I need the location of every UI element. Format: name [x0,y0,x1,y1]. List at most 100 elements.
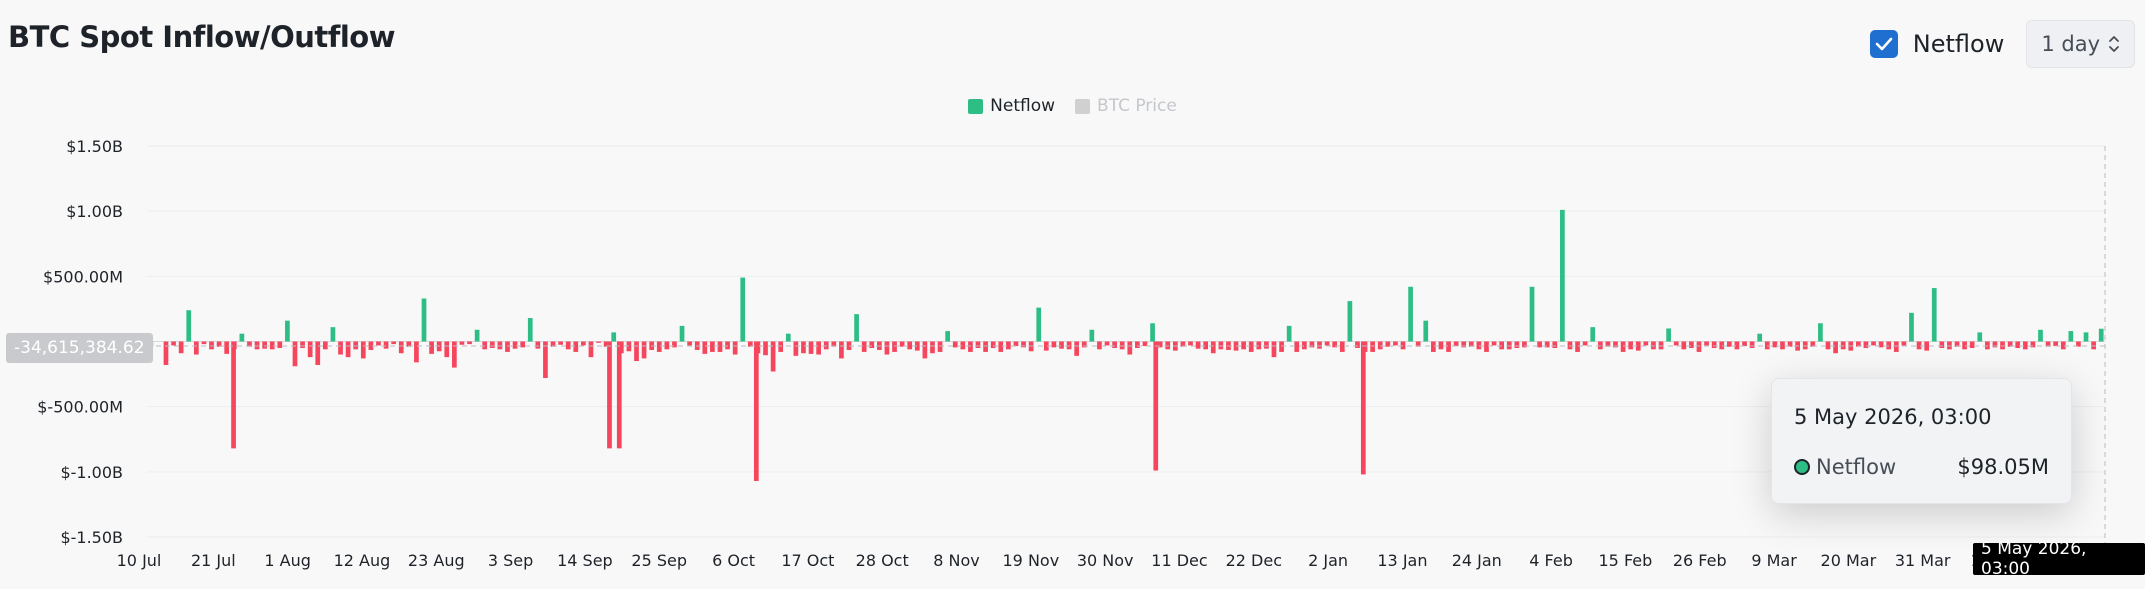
bar-positive [1150,323,1155,342]
bar-negative [1279,341,1284,352]
bar-negative [201,341,207,345]
tooltip-value: $98.05M [1957,455,2049,479]
bar-negative [1840,341,1846,350]
y-tick-label: $-500.00M [37,398,123,417]
bar-negative [1780,341,1785,350]
bar-negative [398,341,404,354]
bar-negative [2000,341,2005,350]
bar-negative [1719,341,1725,350]
bar-negative [1476,341,1482,350]
bar-negative [1643,341,1649,346]
bar-negative [1188,341,1193,346]
x-tick-label: 22 Dec [1226,551,1282,570]
bar-negative [338,341,343,355]
bar-negative [1742,341,1747,347]
bar-positive [1408,286,1413,342]
bar-positive [330,327,336,342]
bar-negative [1180,341,1186,347]
x-tick-label: 13 Jan [1377,551,1427,570]
x-tick-label: 1 Aug [264,551,311,570]
bar-negative [231,341,236,449]
bar-negative [1484,341,1489,352]
legend-item-btc-price[interactable]: BTC Price [1075,96,1177,116]
bar-negative [489,341,495,349]
bar-negative [368,341,374,350]
bar-positive [1977,332,1983,342]
legend-item-netflow[interactable]: Netflow [968,96,1055,116]
bar-negative [710,341,715,352]
bar-negative [1021,341,1026,348]
bar-negative [778,341,784,352]
bar-negative [353,341,359,350]
bar-negative [414,341,419,363]
tooltip-series-name: Netflow [1816,455,1897,479]
bar-negative [216,341,222,347]
bar-negative [1256,341,1262,350]
bar-negative [1901,341,1907,346]
bar-positive [421,298,427,342]
bar-negative [1985,341,1990,350]
bar-positive [1286,325,1292,342]
bar-negative [2022,341,2028,350]
bar-negative [1658,341,1664,350]
bar-negative [1377,341,1383,350]
bar-negative [1734,341,1740,350]
bar-positive [239,333,245,342]
bar-negative [1301,341,1307,350]
bar-negative [770,341,776,372]
bar-negative [1506,341,1512,350]
bar-negative [801,341,806,354]
x-tick-label: 21 Jul [191,551,236,570]
bar-negative [1856,341,1861,347]
bar-negative [725,341,730,350]
bar-negative [467,341,472,345]
bar-negative [975,341,981,349]
bar-negative [383,341,389,349]
bar-negative [300,341,305,349]
x-tick-label: 31 Mar [1895,551,1951,570]
bar-negative [1681,341,1687,350]
bar-negative [1810,341,1816,347]
bar-positive [854,314,859,342]
bar-negative [292,341,298,367]
bar-negative [535,341,541,349]
bar-negative [224,341,230,354]
bar-negative [1355,341,1360,349]
bar-positive [1590,327,1596,342]
bar-positive [2083,332,2089,342]
bar-negative [1142,341,1148,347]
x-tick-label: 24 Jan [1452,551,1502,570]
bar-negative [459,341,465,345]
bar-negative [1241,341,1246,350]
bar-negative [1787,341,1793,347]
legend-swatch-netflow [968,98,984,114]
bar-negative [937,341,943,352]
x-tick-label: 25 Sep [631,551,687,570]
bar-negative [315,341,321,365]
bar-negative [1863,341,1869,349]
bar-negative [687,341,692,346]
bar-positive [785,333,791,342]
bar-negative [1415,341,1421,347]
bar-negative [846,341,852,350]
x-tick-label: 11 Dec [1151,551,1207,570]
bar-negative [1514,341,1520,349]
bar-negative [1825,341,1831,350]
bar-positive [285,320,290,342]
bar-negative [254,341,260,350]
netflow-checkbox[interactable] [1869,30,1898,58]
bar-negative [1431,341,1436,352]
bar-negative [816,341,821,355]
bar-negative [1218,341,1224,350]
bar-negative [558,341,563,345]
bar-negative [1962,341,1967,350]
bar-negative [520,341,526,348]
interval-select[interactable]: 1 day [2026,20,2135,68]
bar-negative [1453,341,1459,347]
bar-negative [1195,341,1201,349]
legend-label-netflow: Netflow [990,96,1056,116]
bar-negative [1749,341,1755,349]
bar-negative [1772,341,1778,348]
bar-negative [1157,341,1163,348]
